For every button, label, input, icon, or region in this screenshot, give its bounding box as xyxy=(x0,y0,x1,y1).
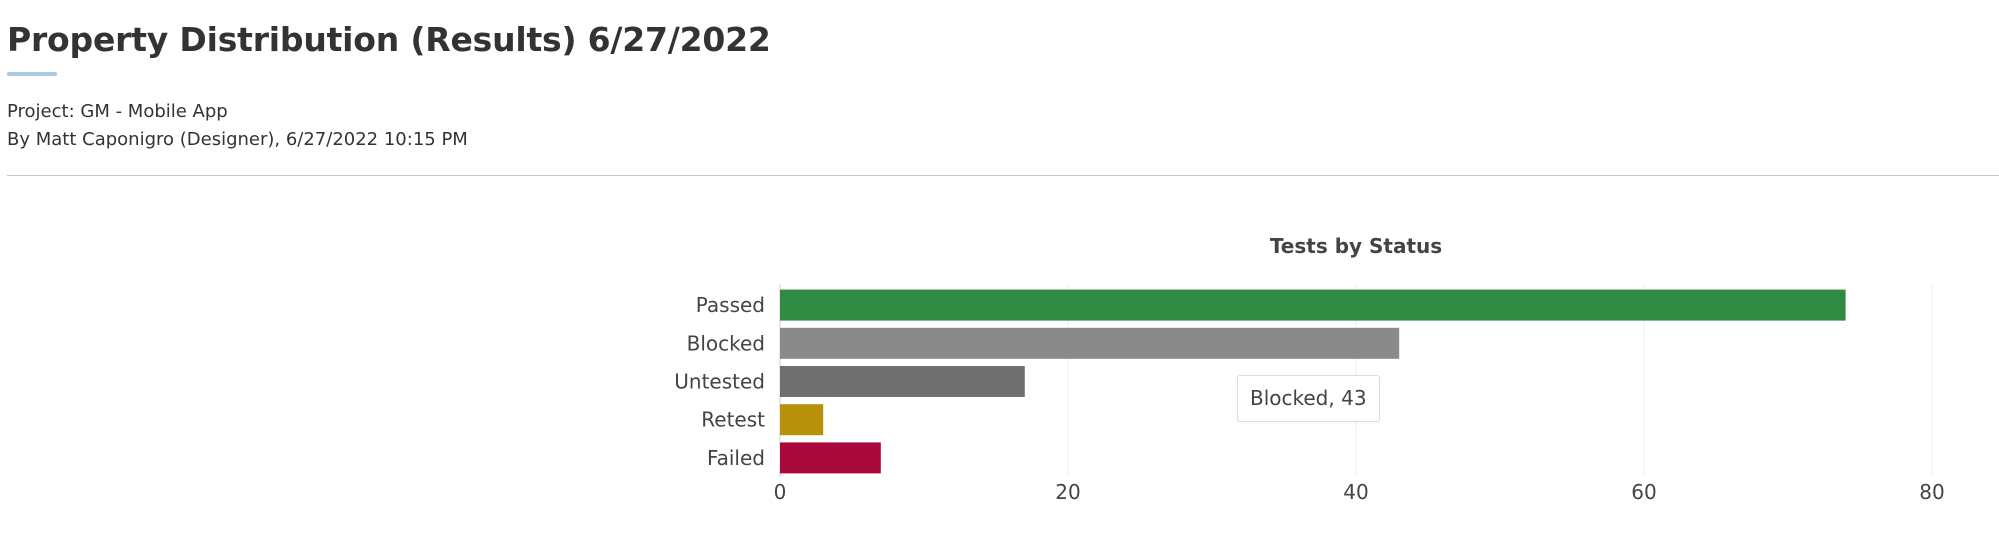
chart-title: Tests by Status xyxy=(1270,234,1442,258)
author-line: By Matt Caponigro (Designer), 6/27/2022 … xyxy=(7,129,468,150)
x-tick-label: 0 xyxy=(774,480,787,504)
header-divider xyxy=(7,175,1999,176)
category-label: Untested xyxy=(674,370,765,394)
bar-passed[interactable] xyxy=(780,289,1846,321)
x-tick-label: 80 xyxy=(1919,480,1944,504)
title-underline xyxy=(7,72,57,76)
bar-untested[interactable] xyxy=(780,366,1025,397)
bar-failed[interactable] xyxy=(780,442,881,474)
x-axis-ticks: 0 20 40 60 80 xyxy=(774,480,1945,504)
x-tick-label: 20 xyxy=(1055,480,1080,504)
page-title: Property Distribution (Results) 6/27/202… xyxy=(7,20,771,59)
category-label: Retest xyxy=(701,408,765,432)
x-tick-label: 60 xyxy=(1631,480,1656,504)
x-tick-label: 40 xyxy=(1343,480,1368,504)
category-label: Passed xyxy=(696,293,765,317)
project-line: Project: GM - Mobile App xyxy=(7,101,228,122)
bar-retest[interactable] xyxy=(780,404,824,436)
bar-blocked[interactable] xyxy=(780,327,1400,359)
bar-tooltip: Blocked, 43 xyxy=(1237,375,1380,422)
category-label: Failed xyxy=(707,446,765,470)
bars xyxy=(780,289,1846,474)
category-labels: Passed Blocked Untested Retest Failed xyxy=(674,293,765,470)
category-label: Blocked xyxy=(687,331,765,355)
